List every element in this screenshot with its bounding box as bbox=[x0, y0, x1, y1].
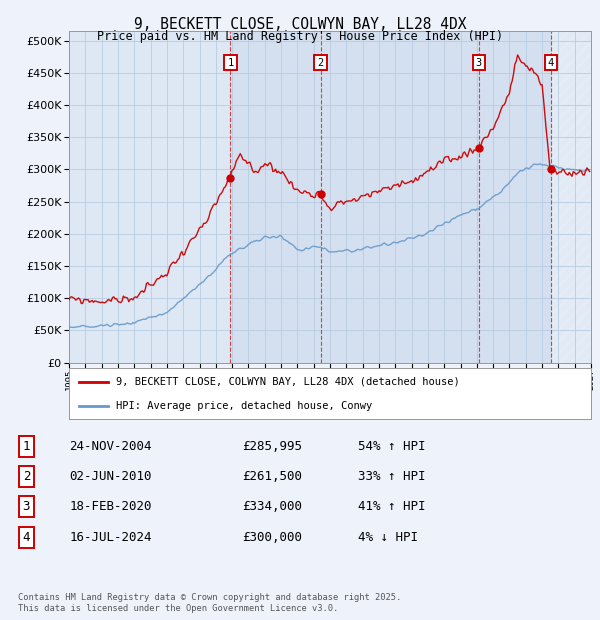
Bar bbox=[551, 31, 591, 363]
Text: 4: 4 bbox=[23, 531, 30, 544]
Text: £334,000: £334,000 bbox=[242, 500, 302, 513]
Text: 9, BECKETT CLOSE, COLWYN BAY, LL28 4DX (detached house): 9, BECKETT CLOSE, COLWYN BAY, LL28 4DX (… bbox=[116, 377, 460, 387]
Text: 3: 3 bbox=[23, 500, 30, 513]
Text: Contains HM Land Registry data © Crown copyright and database right 2025.
This d: Contains HM Land Registry data © Crown c… bbox=[18, 593, 401, 613]
Text: 18-FEB-2020: 18-FEB-2020 bbox=[70, 500, 152, 513]
Text: 4: 4 bbox=[548, 58, 554, 68]
Text: Price paid vs. HM Land Registry's House Price Index (HPI): Price paid vs. HM Land Registry's House … bbox=[97, 30, 503, 43]
Text: £300,000: £300,000 bbox=[242, 531, 302, 544]
Text: £285,995: £285,995 bbox=[242, 440, 302, 453]
Text: 2: 2 bbox=[317, 58, 323, 68]
Text: 24-NOV-2004: 24-NOV-2004 bbox=[70, 440, 152, 453]
Text: 2: 2 bbox=[23, 471, 30, 483]
Text: 4% ↓ HPI: 4% ↓ HPI bbox=[358, 531, 418, 544]
Text: 1: 1 bbox=[23, 440, 30, 453]
Text: 33% ↑ HPI: 33% ↑ HPI bbox=[358, 471, 425, 483]
Text: £261,500: £261,500 bbox=[242, 471, 302, 483]
Text: 02-JUN-2010: 02-JUN-2010 bbox=[70, 471, 152, 483]
Text: 54% ↑ HPI: 54% ↑ HPI bbox=[358, 440, 425, 453]
Text: 16-JUL-2024: 16-JUL-2024 bbox=[70, 531, 152, 544]
Text: 41% ↑ HPI: 41% ↑ HPI bbox=[358, 500, 425, 513]
Text: 1: 1 bbox=[227, 58, 233, 68]
Bar bbox=[230, 31, 551, 363]
Text: 9, BECKETT CLOSE, COLWYN BAY, LL28 4DX: 9, BECKETT CLOSE, COLWYN BAY, LL28 4DX bbox=[134, 17, 466, 32]
Text: HPI: Average price, detached house, Conwy: HPI: Average price, detached house, Conw… bbox=[116, 401, 372, 411]
Text: 3: 3 bbox=[476, 58, 482, 68]
